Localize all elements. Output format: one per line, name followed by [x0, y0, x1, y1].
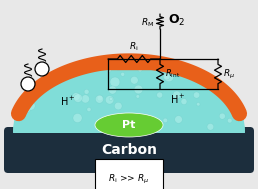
Text: $R_{\mathrm{i}}$: $R_{\mathrm{i}}$ [129, 40, 139, 53]
Circle shape [26, 101, 35, 110]
Circle shape [150, 65, 154, 70]
Circle shape [87, 107, 91, 112]
Circle shape [219, 113, 225, 119]
Circle shape [73, 113, 82, 123]
Text: H$^+$: H$^+$ [170, 92, 186, 105]
Circle shape [227, 118, 232, 123]
Circle shape [72, 93, 80, 100]
Circle shape [81, 95, 90, 103]
Ellipse shape [95, 113, 163, 137]
Circle shape [95, 95, 103, 103]
Circle shape [181, 98, 187, 105]
Circle shape [163, 118, 168, 123]
Text: O$_2$: O$_2$ [168, 13, 185, 28]
Text: $R_{\mathrm{i}}$ >> $R_{\mu}$: $R_{\mathrm{i}}$ >> $R_{\mu}$ [108, 172, 150, 186]
Circle shape [23, 105, 31, 112]
Circle shape [84, 89, 89, 94]
Circle shape [138, 68, 142, 72]
Text: $R_{\mu}$: $R_{\mu}$ [223, 67, 235, 81]
Circle shape [207, 123, 214, 130]
Circle shape [35, 62, 49, 76]
Ellipse shape [13, 59, 245, 189]
Circle shape [177, 72, 181, 76]
Circle shape [175, 116, 182, 123]
Circle shape [118, 112, 125, 119]
Circle shape [201, 78, 204, 81]
Circle shape [134, 85, 143, 94]
Circle shape [197, 102, 200, 106]
Circle shape [194, 92, 200, 98]
Circle shape [97, 95, 103, 101]
Circle shape [78, 68, 83, 72]
Circle shape [131, 76, 138, 84]
Circle shape [21, 77, 35, 91]
Circle shape [117, 67, 120, 70]
Circle shape [173, 91, 181, 99]
FancyBboxPatch shape [4, 127, 254, 173]
Circle shape [74, 94, 82, 102]
Text: H$^+$: H$^+$ [60, 94, 76, 108]
Circle shape [142, 114, 150, 122]
Circle shape [105, 96, 114, 104]
Circle shape [110, 77, 120, 87]
Circle shape [136, 95, 140, 98]
Text: Pt: Pt [122, 120, 136, 130]
Text: $R_{\mathrm{M}}$: $R_{\mathrm{M}}$ [141, 16, 154, 29]
Circle shape [123, 117, 128, 123]
Circle shape [163, 73, 170, 80]
Circle shape [107, 68, 111, 72]
Circle shape [164, 72, 174, 82]
Circle shape [157, 92, 163, 98]
Circle shape [115, 102, 122, 110]
Circle shape [109, 97, 112, 101]
Circle shape [121, 72, 125, 76]
Circle shape [108, 86, 117, 94]
Text: Carbon: Carbon [101, 143, 157, 157]
Text: $R_{\mathrm{int}}$: $R_{\mathrm{int}}$ [165, 68, 180, 80]
